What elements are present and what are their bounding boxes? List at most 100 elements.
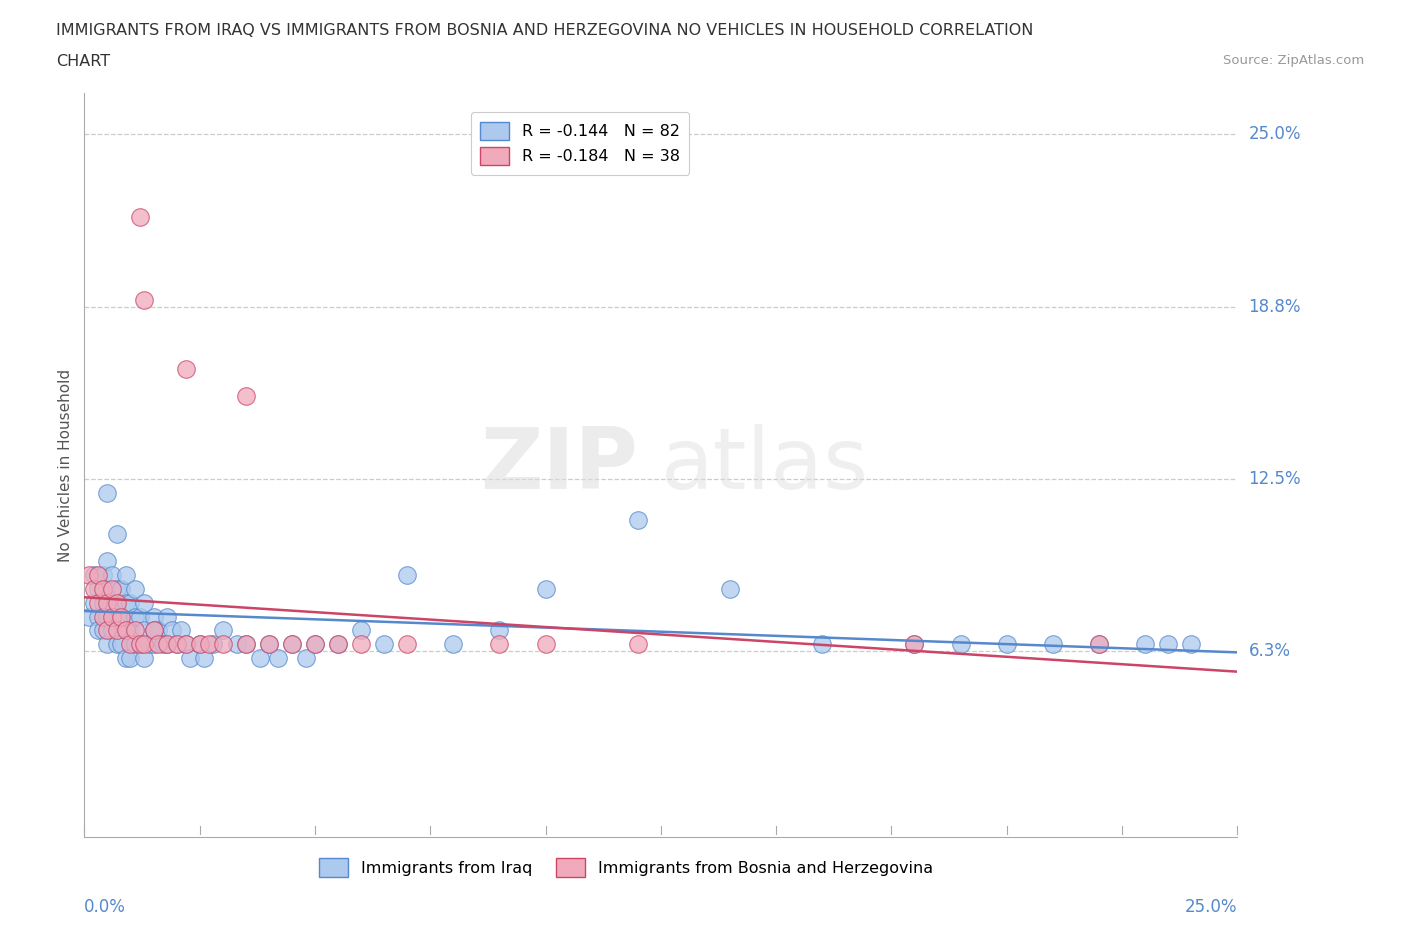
Point bbox=[134, 623, 156, 638]
Point bbox=[134, 595, 156, 610]
Point bbox=[105, 595, 128, 610]
Point bbox=[96, 554, 118, 569]
Point bbox=[198, 637, 221, 652]
Legend: Immigrants from Iraq, Immigrants from Bosnia and Herzegovina: Immigrants from Iraq, Immigrants from Bo… bbox=[312, 850, 941, 884]
Point bbox=[249, 650, 271, 665]
Point bbox=[225, 637, 247, 652]
Point bbox=[627, 512, 650, 527]
Point bbox=[105, 609, 128, 624]
Point bbox=[396, 637, 419, 652]
Point bbox=[534, 637, 557, 652]
Point bbox=[156, 637, 179, 652]
Point bbox=[96, 581, 118, 596]
Point bbox=[110, 609, 132, 624]
Text: 12.5%: 12.5% bbox=[1249, 470, 1301, 487]
Point bbox=[188, 637, 211, 652]
Point bbox=[128, 609, 150, 624]
Point bbox=[101, 568, 124, 583]
Point bbox=[627, 637, 650, 652]
Point bbox=[718, 581, 741, 596]
Point bbox=[1180, 637, 1202, 652]
Point bbox=[87, 595, 110, 610]
Point bbox=[120, 637, 142, 652]
Point bbox=[304, 637, 326, 652]
Point bbox=[87, 568, 110, 583]
Text: atlas: atlas bbox=[661, 423, 869, 507]
Point bbox=[120, 650, 142, 665]
Point bbox=[1133, 637, 1156, 652]
Point bbox=[91, 595, 114, 610]
Point bbox=[174, 361, 197, 376]
Point bbox=[120, 595, 142, 610]
Point bbox=[156, 637, 179, 652]
Point bbox=[120, 623, 142, 638]
Point bbox=[96, 623, 118, 638]
Point bbox=[166, 637, 188, 652]
Point bbox=[281, 637, 304, 652]
Point bbox=[174, 637, 197, 652]
Point bbox=[134, 650, 156, 665]
Text: 25.0%: 25.0% bbox=[1249, 126, 1301, 143]
Point bbox=[396, 568, 419, 583]
Point bbox=[211, 637, 233, 652]
Point bbox=[142, 637, 165, 652]
Point bbox=[96, 485, 118, 500]
Text: 25.0%: 25.0% bbox=[1185, 897, 1237, 916]
Text: Source: ZipAtlas.com: Source: ZipAtlas.com bbox=[1223, 54, 1364, 67]
Point bbox=[152, 637, 174, 652]
Point bbox=[83, 581, 105, 596]
Point bbox=[101, 595, 124, 610]
Point bbox=[281, 637, 304, 652]
Point bbox=[124, 581, 146, 596]
Point bbox=[110, 581, 132, 596]
Point bbox=[235, 637, 257, 652]
Point bbox=[115, 623, 138, 638]
Point bbox=[105, 581, 128, 596]
Point bbox=[91, 581, 114, 596]
Point bbox=[83, 568, 105, 583]
Point bbox=[128, 637, 150, 652]
Point bbox=[146, 637, 169, 652]
Point bbox=[96, 637, 118, 652]
Point bbox=[142, 609, 165, 624]
Point bbox=[534, 581, 557, 596]
Point bbox=[235, 637, 257, 652]
Point bbox=[91, 623, 114, 638]
Point bbox=[257, 637, 280, 652]
Point bbox=[903, 637, 925, 652]
Point bbox=[128, 637, 150, 652]
Point bbox=[110, 637, 132, 652]
Point bbox=[156, 609, 179, 624]
Point bbox=[96, 609, 118, 624]
Point bbox=[1088, 637, 1111, 652]
Point bbox=[115, 650, 138, 665]
Point bbox=[170, 623, 193, 638]
Point bbox=[96, 595, 118, 610]
Point bbox=[995, 637, 1018, 652]
Point bbox=[488, 637, 510, 652]
Point bbox=[87, 609, 110, 624]
Point bbox=[91, 568, 114, 583]
Point bbox=[326, 637, 349, 652]
Point bbox=[101, 623, 124, 638]
Point bbox=[1042, 637, 1064, 652]
Point bbox=[350, 623, 373, 638]
Point bbox=[124, 623, 146, 638]
Text: 18.8%: 18.8% bbox=[1249, 298, 1301, 315]
Point bbox=[257, 637, 280, 652]
Point bbox=[1088, 637, 1111, 652]
Point bbox=[193, 650, 215, 665]
Point bbox=[124, 637, 146, 652]
Point bbox=[326, 637, 349, 652]
Point bbox=[87, 581, 110, 596]
Point bbox=[811, 637, 834, 652]
Point bbox=[101, 609, 124, 624]
Point bbox=[77, 568, 100, 583]
Point bbox=[188, 637, 211, 652]
Text: 6.3%: 6.3% bbox=[1249, 642, 1291, 660]
Point bbox=[138, 637, 160, 652]
Point bbox=[91, 609, 114, 624]
Point bbox=[101, 581, 124, 596]
Y-axis label: No Vehicles in Household: No Vehicles in Household bbox=[58, 368, 73, 562]
Point bbox=[115, 568, 138, 583]
